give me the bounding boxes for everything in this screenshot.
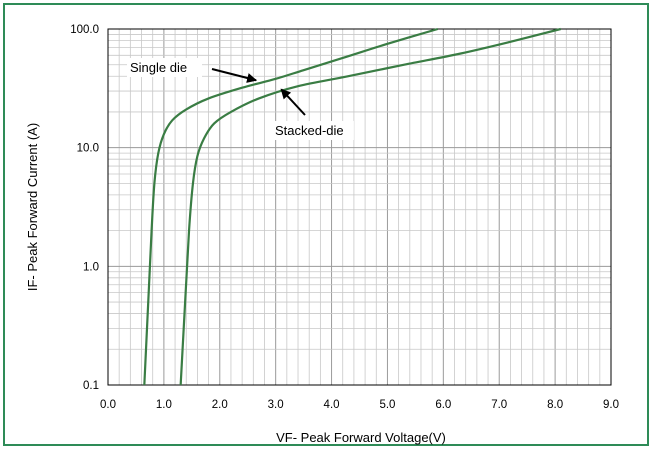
x-tick-label: 8.0 <box>547 399 563 411</box>
y-tick-label: 1.0 <box>83 261 99 273</box>
annotation-box <box>127 58 202 77</box>
annotation-box <box>272 121 354 140</box>
annotation-single-die: Single die <box>130 60 187 75</box>
y-tick-label: 0.1 <box>83 380 99 392</box>
annotation-arrow <box>211 68 258 83</box>
x-tick-label: 0.0 <box>100 399 116 411</box>
x-tick-label: 2.0 <box>212 399 228 411</box>
x-tick-label: 6.0 <box>435 399 451 411</box>
single-die-curve <box>143 27 439 386</box>
x-tick-label: 7.0 <box>491 399 507 411</box>
y-tick-labels: 0.1 1.0 10.0 100.0 <box>70 24 99 392</box>
chart-frame: 0.0 1.0 2.0 3.0 4.0 5.0 6.0 7.0 8.0 9.0 0.1 1.0 10.… <box>3 3 649 446</box>
x-tick-label: 9.0 <box>603 399 619 411</box>
x-tick-label: 5.0 <box>379 399 395 411</box>
y-tick-label: 100.0 <box>70 24 99 36</box>
y-axis-label: IF- Peak Forward Current (A) <box>25 123 40 291</box>
stacked-die-curve <box>179 27 561 386</box>
curves <box>143 27 561 386</box>
x-axis-label: VF- Peak Forward Voltage(V) <box>276 430 446 445</box>
x-tick-label: 1.0 <box>156 399 172 411</box>
y-tick-label: 10.0 <box>77 143 99 155</box>
x-tick-label: 3.0 <box>268 399 284 411</box>
annotation-stacked-die: Stacked-die <box>275 123 344 138</box>
x-tick-labels: 0.0 1.0 2.0 3.0 4.0 5.0 6.0 7.0 8.0 9.0 <box>100 399 619 411</box>
annotations: Single die Stacked-die <box>127 58 354 140</box>
x-tick-label: 4.0 <box>324 399 340 411</box>
forward-voltage-chart: 0.0 1.0 2.0 3.0 4.0 5.0 6.0 7.0 8.0 9.0 0.1 1.0 10.… <box>25 24 619 445</box>
plot-area-border <box>107 28 612 386</box>
annotation-arrow <box>280 88 306 116</box>
